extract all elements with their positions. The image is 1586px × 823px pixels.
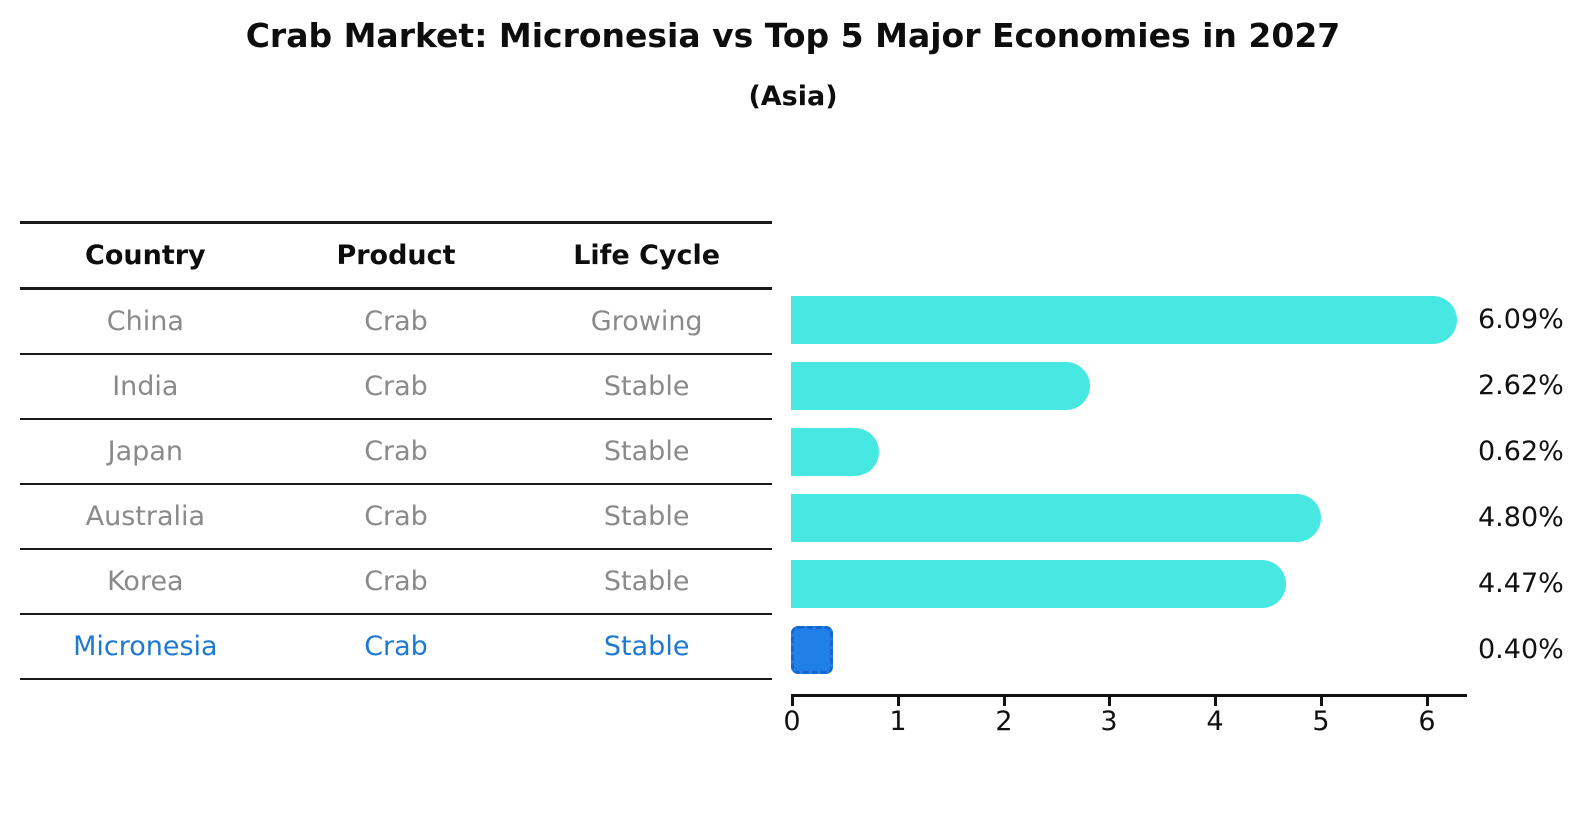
- bar-highlight-micronesia: [791, 626, 833, 674]
- table-cell-product: Crab: [364, 631, 428, 662]
- table-cell-life_cycle: Stable: [603, 436, 690, 467]
- table-cell-country: Korea: [107, 566, 184, 597]
- x-axis-tick-label: 4: [1206, 706, 1224, 737]
- x-axis-tick: [1426, 697, 1429, 706]
- table-cell-product: Crab: [364, 371, 428, 402]
- bar-india: [791, 362, 1090, 410]
- x-axis-tick-label: 2: [995, 706, 1013, 737]
- bar-value-label: 0.40%: [1478, 634, 1564, 665]
- table-cell-product: Crab: [364, 306, 428, 337]
- table-header-country: Country: [85, 240, 206, 271]
- table-cell-life_cycle: Stable: [603, 631, 690, 662]
- x-axis-tick: [1320, 697, 1323, 706]
- x-axis-tick: [897, 697, 900, 706]
- table-row: Korea Crab Stable: [20, 550, 772, 615]
- table-row: Japan Crab Stable: [20, 420, 772, 485]
- table-cell-life_cycle: Stable: [603, 566, 690, 597]
- x-axis-line: [791, 694, 1467, 697]
- table-cell-product: Crab: [364, 501, 428, 532]
- country-table: Country Product Life Cycle China Crab Grow…: [20, 221, 772, 680]
- bar-value-label: 4.47%: [1478, 568, 1564, 599]
- x-axis-tick-label: 1: [889, 706, 907, 737]
- bar-australia: [791, 494, 1321, 542]
- table-cell-product: Crab: [364, 436, 428, 467]
- bar-value-label: 0.62%: [1478, 436, 1564, 467]
- bar-value-label: 4.80%: [1478, 502, 1564, 533]
- bar-china: [791, 296, 1457, 344]
- chart-subtitle: (Asia): [748, 81, 838, 112]
- x-axis-tick-label: 6: [1418, 706, 1436, 737]
- table-cell-life_cycle: Stable: [603, 371, 690, 402]
- bar-korea: [791, 560, 1286, 608]
- x-axis-tick-label: 0: [783, 706, 801, 737]
- bar-japan: [791, 428, 879, 476]
- x-axis-tick: [1003, 697, 1006, 706]
- table-cell-country: Micronesia: [73, 631, 218, 662]
- table-header-lifecycle: Life Cycle: [573, 240, 721, 271]
- chart-title: Crab Market: Micronesia vs Top 5 Major E…: [245, 16, 1341, 55]
- table-cell-life_cycle: Growing: [590, 306, 703, 337]
- table-header-product: Product: [336, 240, 456, 271]
- table-body: China Crab Growing India Crab Stable Japan Crab…: [20, 290, 772, 680]
- table-header-row: Country Product Life Cycle: [20, 224, 772, 290]
- table-row: India Crab Stable: [20, 355, 772, 420]
- x-axis-tick: [791, 697, 794, 706]
- table-cell-product: Crab: [364, 566, 428, 597]
- table-row: Micronesia Crab Stable: [20, 615, 772, 680]
- table-cell-country: Australia: [85, 501, 206, 532]
- x-axis-tick-label: 5: [1312, 706, 1330, 737]
- x-axis-tick-label: 3: [1100, 706, 1118, 737]
- table-row: Australia Crab Stable: [20, 485, 772, 550]
- table-cell-country: Japan: [107, 436, 183, 467]
- table-cell-country: China: [106, 306, 184, 337]
- x-axis-tick: [1214, 697, 1217, 706]
- bar-value-label: 2.62%: [1478, 370, 1564, 401]
- table-cell-life_cycle: Stable: [603, 501, 690, 532]
- table-row: China Crab Growing: [20, 290, 772, 355]
- bar-value-label: 6.09%: [1478, 304, 1564, 335]
- x-axis-tick: [1108, 697, 1111, 706]
- table-cell-country: India: [112, 371, 179, 402]
